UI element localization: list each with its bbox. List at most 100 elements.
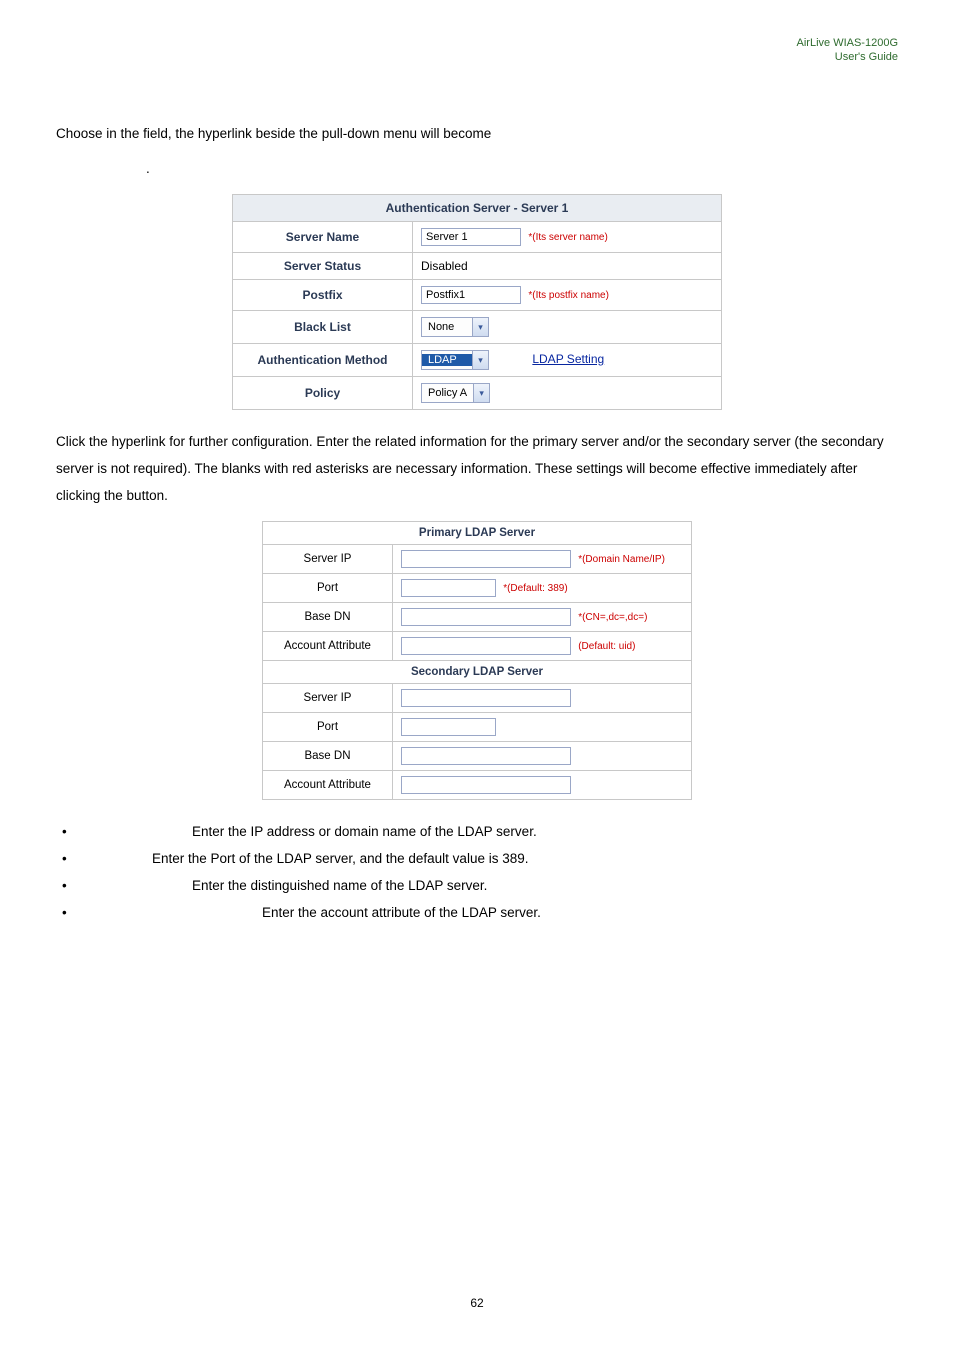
paragraph-1b: XXXXXXXXXX. <box>56 155 898 182</box>
row-postfix: Postfix Postfix1 *(Its postfix name) <box>233 280 722 311</box>
label-primary-account-attr: Account Attribute <box>263 632 393 661</box>
secondary-row-port: Port <box>263 713 692 742</box>
primary-ldap-title: Primary LDAP Server <box>263 522 692 545</box>
bullet-list: • Enter the IP address or domain name of… <box>56 818 898 926</box>
paragraph-2: Click the hyperlink for further configur… <box>56 428 898 509</box>
bullet-icon: • <box>56 899 92 926</box>
secondary-row-base-dn: Base DN <box>263 742 692 771</box>
value-primary-account-attr: (Default: uid) <box>393 632 692 661</box>
paragraph-1: Choose in the field, the hyperlink besid… <box>56 120 898 147</box>
secondary-port-input[interactable] <box>401 718 496 736</box>
black-list-select[interactable]: None ▾ <box>421 317 489 337</box>
auth-method-select[interactable]: LDAP ▾ <box>421 350 489 370</box>
row-black-list: Black List None ▾ <box>233 311 722 344</box>
bullet-4: • Enter the account attribute of the LDA… <box>56 899 898 926</box>
auth-table-wrap: Authentication Server - Server 1 Server … <box>56 194 898 410</box>
label-secondary-account-attr: Account Attribute <box>263 771 393 800</box>
para2-text: Click the hyperlink for further configur… <box>56 434 884 503</box>
secondary-base-dn-input[interactable] <box>401 747 571 765</box>
chevron-down-icon: ▾ <box>472 318 488 336</box>
ldap-table-wrap: Primary LDAP Server Server IP *(Domain N… <box>56 521 898 800</box>
para1-text-c: field, the hyperlink beside the pull-dow… <box>143 126 491 141</box>
label-server-status: Server Status <box>233 253 413 280</box>
primary-account-attr-input[interactable] <box>401 637 571 655</box>
secondary-row-account-attr: Account Attribute <box>263 771 692 800</box>
black-list-select-text: None <box>422 321 472 333</box>
secondary-ldap-header: Secondary LDAP Server <box>263 661 692 684</box>
doc-header: AirLive WIAS-1200G User's Guide <box>797 36 898 65</box>
value-secondary-server-ip <box>393 684 692 713</box>
postfix-note: *(Its postfix name) <box>528 290 609 301</box>
value-server-status: Disabled <box>413 253 722 280</box>
label-server-name: Server Name <box>233 222 413 253</box>
row-server-status: Server Status Disabled <box>233 253 722 280</box>
para1-text-b: in the <box>106 126 143 141</box>
label-primary-server-ip: Server IP <box>263 545 393 574</box>
ldap-setting-link[interactable]: LDAP Setting <box>532 352 604 366</box>
label-primary-port: Port <box>263 574 393 603</box>
label-postfix: Postfix <box>233 280 413 311</box>
auth-method-select-text: LDAP <box>422 354 472 366</box>
bullet-1-text: Enter the IP address or domain name of t… <box>192 818 537 845</box>
bullet-3-text: Enter the distinguished name of the LDAP… <box>192 872 487 899</box>
label-secondary-server-ip: Server IP <box>263 684 393 713</box>
chevron-down-icon: ▾ <box>472 351 488 369</box>
value-primary-base-dn: *(CN=,dc=,dc=) <box>393 603 692 632</box>
label-auth-method: Authentication Method <box>233 344 413 377</box>
primary-port-input[interactable] <box>401 579 496 597</box>
ldap-server-table: Primary LDAP Server Server IP *(Domain N… <box>262 521 692 800</box>
secondary-server-ip-input[interactable] <box>401 689 571 707</box>
value-policy: Policy A ▾ <box>413 377 722 410</box>
server-name-input[interactable]: Server 1 <box>421 228 521 246</box>
primary-port-note: *(Default: 389) <box>503 583 567 594</box>
value-postfix: Postfix1 *(Its postfix name) <box>413 280 722 311</box>
label-policy: Policy <box>233 377 413 410</box>
value-secondary-account-attr <box>393 771 692 800</box>
chevron-down-icon: ▾ <box>473 384 489 402</box>
value-primary-server-ip: *(Domain Name/IP) <box>393 545 692 574</box>
label-primary-base-dn: Base DN <box>263 603 393 632</box>
policy-select-text: Policy A <box>422 387 473 399</box>
server-name-note: *(Its server name) <box>528 232 607 243</box>
bullet-4-text: Enter the account attribute of the LDAP … <box>262 899 541 926</box>
value-black-list: None ▾ <box>413 311 722 344</box>
primary-base-dn-note: *(CN=,dc=,dc=) <box>578 612 647 623</box>
primary-row-account-attr: Account Attribute (Default: uid) <box>263 632 692 661</box>
page-content: Choose in the field, the hyperlink besid… <box>56 120 898 926</box>
auth-table-title: Authentication Server - Server 1 <box>233 195 722 222</box>
product-name: AirLive WIAS-1200G <box>797 36 898 50</box>
bullet-3: • Enter the distinguished name of the LD… <box>56 872 898 899</box>
secondary-ldap-title: Secondary LDAP Server <box>263 661 692 684</box>
row-policy: Policy Policy A ▾ <box>233 377 722 410</box>
value-secondary-port <box>393 713 692 742</box>
postfix-input[interactable]: Postfix1 <box>421 286 521 304</box>
bullet-1: • Enter the IP address or domain name of… <box>56 818 898 845</box>
bullet-2: • Enter the Port of the LDAP server, and… <box>56 845 898 872</box>
policy-select[interactable]: Policy A ▾ <box>421 383 490 403</box>
primary-row-server-ip: Server IP *(Domain Name/IP) <box>263 545 692 574</box>
primary-row-base-dn: Base DN *(CN=,dc=,dc=) <box>263 603 692 632</box>
value-auth-method: LDAP ▾ LDAP Setting <box>413 344 722 377</box>
para2-text-b: button. <box>127 488 168 503</box>
primary-server-ip-note: *(Domain Name/IP) <box>578 554 665 565</box>
bullet-icon: • <box>56 818 92 845</box>
primary-account-attr-note: (Default: uid) <box>578 641 635 652</box>
secondary-row-server-ip: Server IP <box>263 684 692 713</box>
label-secondary-base-dn: Base DN <box>263 742 393 771</box>
value-primary-port: *(Default: 389) <box>393 574 692 603</box>
label-secondary-port: Port <box>263 713 393 742</box>
primary-server-ip-input[interactable] <box>401 550 571 568</box>
row-auth-method: Authentication Method LDAP ▾ LDAP Settin… <box>233 344 722 377</box>
value-secondary-base-dn <box>393 742 692 771</box>
para1-text-a: Choose <box>56 126 106 141</box>
bullet-2-text: Enter the Port of the LDAP server, and t… <box>152 845 528 872</box>
row-server-name: Server Name Server 1 *(Its server name) <box>233 222 722 253</box>
label-black-list: Black List <box>233 311 413 344</box>
value-server-name: Server 1 *(Its server name) <box>413 222 722 253</box>
primary-base-dn-input[interactable] <box>401 608 571 626</box>
secondary-account-attr-input[interactable] <box>401 776 571 794</box>
doc-title: User's Guide <box>797 50 898 64</box>
auth-table-header: Authentication Server - Server 1 <box>233 195 722 222</box>
primary-row-port: Port *(Default: 389) <box>263 574 692 603</box>
page-number: 62 <box>0 1296 954 1310</box>
